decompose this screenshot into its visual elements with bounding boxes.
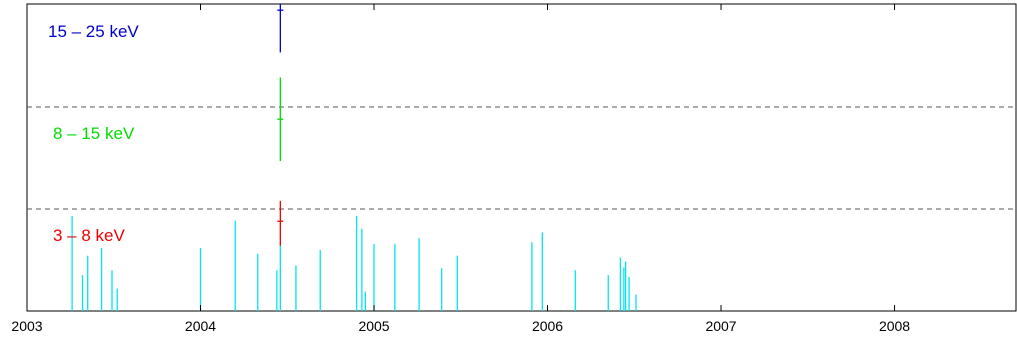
x-tick-label-2007: 2007 [705,318,736,334]
band-1-label: 15 – 25 keV [48,22,139,41]
x-tick-label-2006: 2006 [532,318,563,334]
plot-frame [26,3,1017,312]
x-tick-label-2004: 2004 [185,318,216,334]
x-tick-label-2003: 2003 [11,318,42,334]
x-tick-label-2005: 2005 [358,318,389,334]
band-3-label: 3 – 8 keV [53,226,125,245]
x-tick-label-2008: 2008 [879,318,910,334]
band-2-label: 8 – 15 keV [53,124,135,143]
